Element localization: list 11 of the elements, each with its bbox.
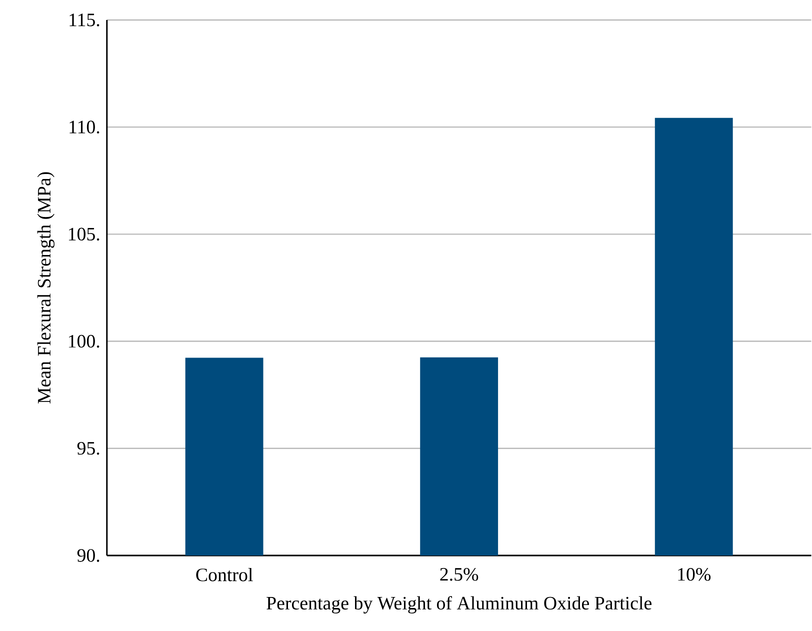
x-tick-label: 10% [678,568,711,581]
x-axis-title: Percentage by Weight of Aluminum Oxide Particle [266,596,652,614]
y-axis-title: Mean Flexural Strength (MPa) [37,172,54,404]
y-tick-label: 95. [77,442,100,455]
y-tick-label: 105. [68,228,100,240]
y-tick-label: 100. [68,334,100,348]
y-tick-label: 90. [77,548,100,562]
x-tick-label: Control [196,568,253,582]
y-tick-label: 110. [70,120,100,134]
x-tick-label: 2.5% [440,568,478,581]
y-tick-label: 115. [70,13,100,26]
